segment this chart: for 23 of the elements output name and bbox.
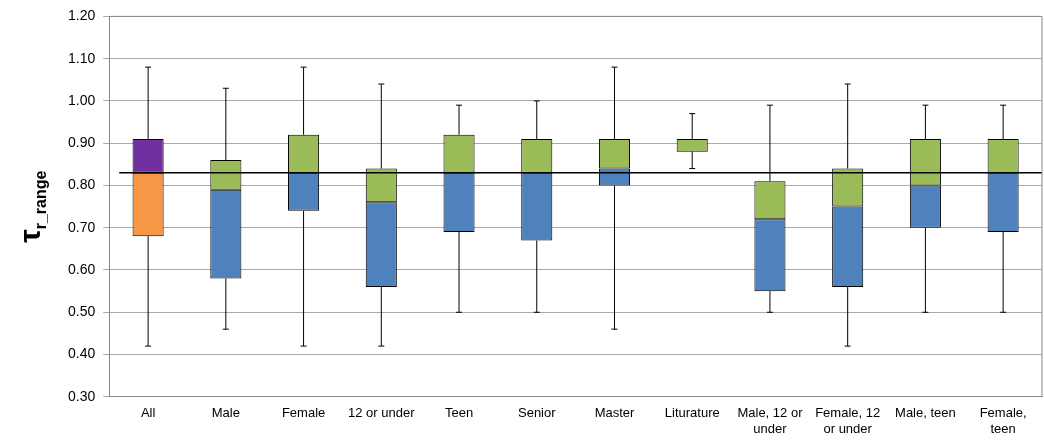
x-tick-label: Teen [444, 405, 474, 421]
x-tick-label: Male, 12 or under [737, 405, 804, 436]
y-tick-label: 0.40 [68, 345, 96, 362]
y-axis-title: τr_range [13, 170, 49, 243]
y-tick-label: 0.60 [68, 260, 96, 277]
x-tick-label: Male [211, 405, 240, 421]
y-tick-label: 1.00 [68, 91, 96, 108]
x-tick-label: Master [594, 405, 636, 421]
y-tick-label: 0.70 [68, 218, 96, 235]
y-tick-label: 0.90 [68, 134, 96, 151]
x-tick-label: Liturature [664, 405, 720, 421]
x-tick-label: Female, 12 or under [815, 405, 881, 436]
x-tick-label: Female, teen [979, 405, 1027, 436]
x-tick-label: Male, teen [895, 405, 956, 421]
x-tick-label: All [140, 405, 156, 421]
x-tick-label: Senior [517, 405, 557, 421]
x-tick-label: Female [281, 405, 326, 421]
y-tick-label: 1.10 [68, 49, 96, 66]
x-tick-label: 12 or under [348, 405, 416, 421]
y-tick-label: 1.20 [68, 7, 96, 24]
y-tick-label: 0.30 [68, 387, 96, 404]
y-tick-label: 0.80 [68, 176, 96, 193]
y-tick-label: 0.50 [68, 303, 96, 320]
